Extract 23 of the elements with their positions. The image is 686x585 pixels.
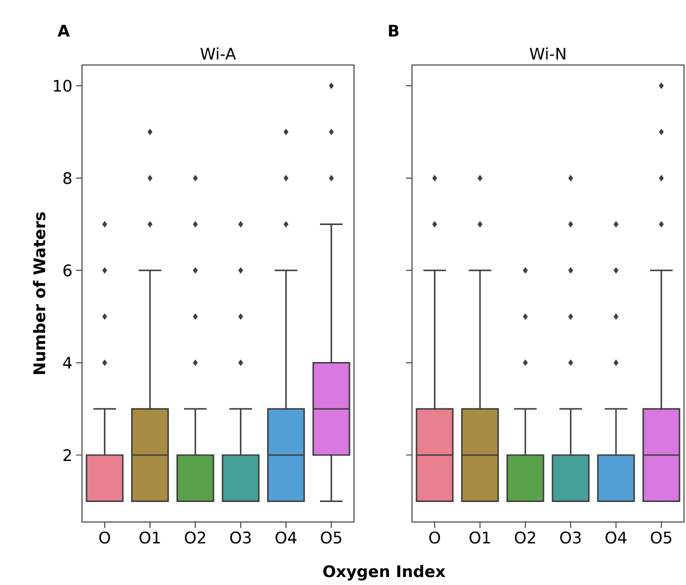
x-tick-label: O4 [276, 532, 296, 544]
x-tick-label: O3 [560, 532, 581, 544]
x-tick-label: O [429, 532, 440, 544]
y-tick-label: 10 [54, 80, 72, 92]
x-tick-label: O1 [470, 532, 490, 544]
x-tick-label: O [99, 532, 110, 544]
text: A [58, 24, 70, 36]
y-tick-label: 8 [63, 172, 72, 184]
x-tick-label: O1 [140, 532, 160, 544]
y-axis-title: Number of Waters [33, 212, 46, 374]
x-tick-label: O2 [514, 532, 536, 544]
y-tick-label: 6 [63, 264, 72, 276]
chart-title: Wi-N [530, 47, 566, 60]
x-tick-label: O4 [606, 532, 626, 544]
x-tick-label: O5 [650, 532, 672, 544]
y-tick-label: 2 [64, 449, 71, 461]
chart-title: Wi-A [200, 47, 236, 60]
x-axis-title: Oxygen Index [323, 564, 446, 580]
x-tick-label: O3 [230, 532, 251, 544]
x-tick-label: O2 [184, 532, 206, 544]
y-tick-label: 4 [63, 356, 72, 369]
text: B [388, 24, 399, 36]
x-tick-label: O5 [320, 532, 342, 544]
